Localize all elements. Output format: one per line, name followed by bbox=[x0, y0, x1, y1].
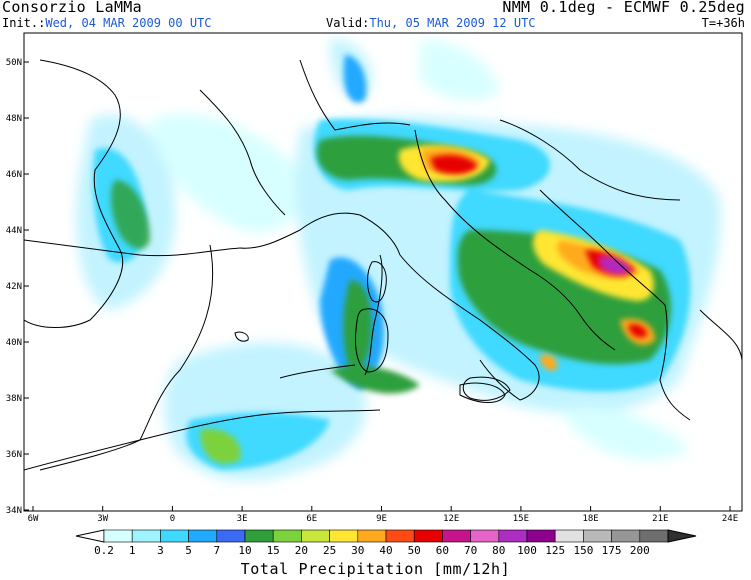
lon-label: 3E bbox=[237, 514, 248, 524]
lon-label: 0 bbox=[170, 514, 175, 524]
colorbar-cell bbox=[611, 529, 641, 543]
colorbar-tick-label: 60 bbox=[436, 544, 449, 557]
lon-label: 15E bbox=[513, 514, 529, 524]
lat-label: 50N bbox=[6, 58, 22, 68]
lat-label: 46N bbox=[6, 170, 22, 180]
colorbar-cell bbox=[639, 529, 669, 543]
lat-label: 44N bbox=[6, 226, 22, 236]
colorbar-cell bbox=[272, 529, 302, 543]
colorbar-tick-label: 70 bbox=[464, 544, 477, 557]
colorbar-title: Total Precipitation [mm/12h] bbox=[240, 560, 511, 578]
colorbar-tick-label: 0.2 bbox=[94, 544, 114, 557]
colorbar-high-extend bbox=[667, 529, 697, 543]
colorbar-cell bbox=[244, 529, 274, 543]
valid-label: Valid: bbox=[326, 16, 370, 30]
colorbar-cell bbox=[216, 529, 246, 543]
lat-label: 34N bbox=[6, 506, 22, 516]
colorbar-tick-label: 150 bbox=[573, 544, 593, 557]
init-time: Init.:Wed, 04 MAR 2009 00 UTC bbox=[2, 16, 212, 30]
colorbar-cell bbox=[188, 529, 218, 543]
lat-label: 48N bbox=[6, 114, 22, 124]
colorbar-tick-label: 50 bbox=[408, 544, 421, 557]
colorbar-cell bbox=[583, 529, 612, 543]
sicily bbox=[462, 376, 511, 401]
latitude-axis: 50N 48N 46N 44N 42N 40N 38N 36N 34N bbox=[6, 58, 29, 516]
colorbar-tick-label: 125 bbox=[545, 544, 565, 557]
lon-label: 9E bbox=[376, 514, 387, 524]
colorbar-cell bbox=[385, 529, 415, 543]
colorbar-cell bbox=[442, 529, 471, 543]
model-title: NMM 0.1deg - ECMWF 0.25deg bbox=[502, 0, 745, 16]
lon-label: 12E bbox=[443, 514, 459, 524]
colorbar-cell bbox=[329, 529, 359, 543]
colorbar-tick-label: 100 bbox=[517, 544, 537, 557]
valid-value: Thu, 05 MAR 2009 12 UTC bbox=[369, 16, 536, 30]
lat-label: 42N bbox=[6, 282, 22, 292]
colorbar-tick-label: 30 bbox=[351, 544, 364, 557]
colorbar-low-extend bbox=[75, 529, 105, 543]
forecast-step: T=+36h bbox=[701, 16, 745, 30]
colorbar-tick-label: 200 bbox=[630, 544, 650, 557]
colorbar-cell bbox=[103, 529, 133, 543]
colorbar-tick-label: 15 bbox=[267, 544, 280, 557]
colorbar-tick-label: 40 bbox=[379, 544, 392, 557]
colorbar-tick-label: 175 bbox=[602, 544, 622, 557]
lat-label: 40N bbox=[6, 338, 22, 348]
lon-label: 21E bbox=[652, 514, 668, 524]
corsica bbox=[367, 261, 387, 303]
coastlines bbox=[24, 59, 742, 471]
lon-label: 6E bbox=[306, 514, 317, 524]
lon-label: 6W bbox=[28, 514, 39, 524]
colorbar-tick-label: 20 bbox=[295, 544, 308, 557]
colorbar-tick-label: 10 bbox=[238, 544, 251, 557]
precipitation-field bbox=[76, 39, 721, 481]
colorbar-cell bbox=[357, 529, 387, 543]
colorbar-cell bbox=[498, 529, 528, 543]
lon-label: 24E bbox=[722, 514, 738, 524]
lon-label: 18E bbox=[582, 514, 598, 524]
colorbar-tick-label: 5 bbox=[185, 544, 192, 557]
colorbar-cell bbox=[160, 529, 189, 543]
colorbar-cell bbox=[131, 529, 161, 543]
colorbar-cell bbox=[413, 529, 443, 543]
longitude-axis: 6W 3W 0 3E 6E 9E 12E 15E 18E 21E 24E bbox=[28, 506, 738, 524]
colorbar-tick-label: 7 bbox=[213, 544, 220, 557]
colorbar-cell bbox=[554, 529, 584, 543]
colorbar-cell bbox=[301, 529, 330, 543]
colorbar-tick-label: 1 bbox=[129, 544, 136, 557]
colorbar-cell bbox=[470, 529, 500, 543]
islands bbox=[234, 261, 511, 401]
colorbar-cell bbox=[526, 529, 556, 543]
colorbar-tick-label: 80 bbox=[492, 544, 505, 557]
valid-time: Valid:Thu, 05 MAR 2009 12 UTC bbox=[326, 16, 536, 30]
lon-label: 3W bbox=[97, 514, 108, 524]
colorbar-tick-label: 25 bbox=[323, 544, 336, 557]
mallorca bbox=[234, 331, 249, 342]
sardinia bbox=[355, 308, 389, 373]
init-label: Init.: bbox=[2, 16, 46, 30]
lat-label: 38N bbox=[6, 394, 22, 404]
colorbar-tick-label: 3 bbox=[157, 544, 164, 557]
producer-title: Consorzio LaMMa bbox=[2, 0, 142, 16]
map-frame bbox=[23, 32, 743, 512]
lat-label: 36N bbox=[6, 450, 22, 460]
init-value: Wed, 04 MAR 2009 00 UTC bbox=[45, 16, 212, 30]
